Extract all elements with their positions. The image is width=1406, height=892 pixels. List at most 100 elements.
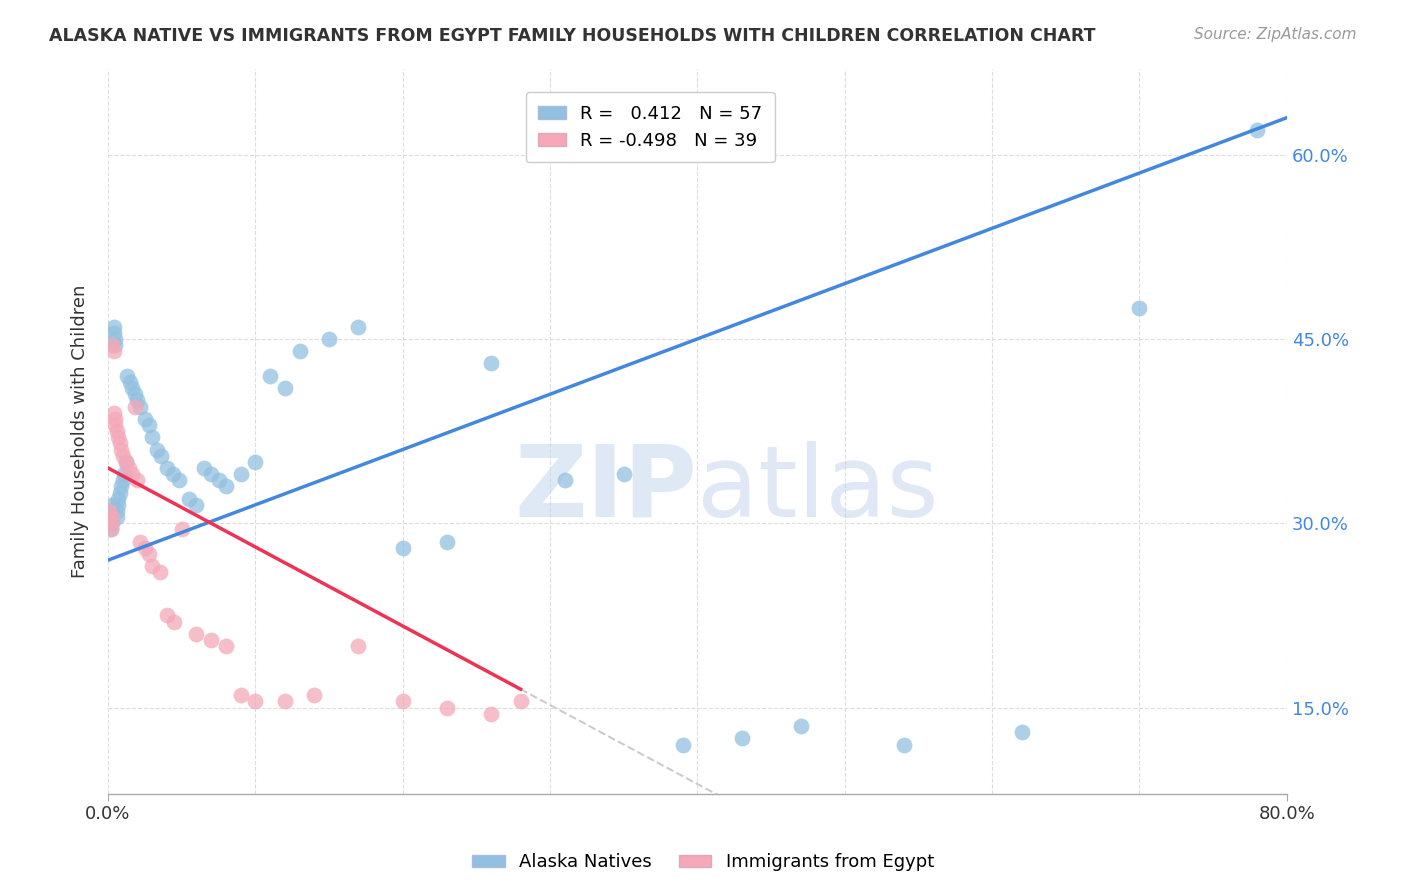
Point [893,738,915,752]
Point [1128,301,1150,316]
Point [479,706,502,721]
Point [127,473,149,487]
Point [200,633,222,648]
Point [789,719,811,733]
Point [111,473,134,487]
Point [215,479,238,493]
Point [108,485,131,500]
Point [200,467,222,482]
Point [107,430,129,444]
Point [100,523,122,537]
Point [104,338,127,352]
Point [105,510,128,524]
Point [193,461,215,475]
Point [148,566,170,580]
Y-axis label: Family Households with Children: Family Households with Children [72,285,89,578]
Point [156,461,179,475]
Point [101,338,124,352]
Point [134,541,156,555]
Point [347,639,370,653]
Point [436,700,458,714]
Point [613,467,636,482]
Point [138,417,160,432]
Point [479,357,502,371]
Point [107,491,129,506]
Point [124,400,146,414]
Legend: Alaska Natives, Immigrants from Egypt: Alaska Natives, Immigrants from Egypt [465,847,941,879]
Point [156,608,179,623]
Point [104,417,127,432]
Point [98,510,121,524]
Point [347,319,370,334]
Point [1011,725,1033,739]
Point [145,442,167,457]
Point [107,498,129,512]
Point [101,516,124,531]
Point [105,504,128,518]
Point [207,473,229,487]
Point [111,449,134,463]
Point [100,523,122,537]
Text: ALASKA NATIVE VS IMMIGRANTS FROM EGYPT FAMILY HOUSEHOLDS WITH CHILDREN CORRELATI: ALASKA NATIVE VS IMMIGRANTS FROM EGYPT F… [49,27,1095,45]
Point [104,332,127,346]
Point [274,381,297,395]
Text: atlas: atlas [697,441,939,538]
Point [114,455,136,469]
Point [554,473,576,487]
Point [101,498,124,512]
Point [138,547,160,561]
Point [229,689,252,703]
Point [110,442,132,457]
Point [186,627,208,641]
Point [170,523,193,537]
Point [141,559,163,574]
Point [167,473,190,487]
Point [121,467,143,482]
Point [101,510,124,524]
Point [672,738,695,752]
Point [115,368,138,383]
Point [103,344,125,359]
Point [391,694,413,708]
Point [259,368,281,383]
Point [304,689,326,703]
Point [318,332,340,346]
Point [100,516,122,531]
Point [215,639,238,653]
Point [509,694,531,708]
Point [162,467,184,482]
Point [103,326,125,340]
Point [103,406,125,420]
Point [229,467,252,482]
Point [104,412,127,426]
Point [274,694,297,708]
Point [105,424,128,438]
Point [117,461,139,475]
Point [288,344,311,359]
Point [730,731,752,746]
Point [108,436,131,450]
Point [112,467,135,482]
Point [129,400,152,414]
Point [100,504,122,518]
Point [1246,123,1268,137]
Point [436,534,458,549]
Point [163,615,186,629]
Point [127,393,149,408]
Point [391,541,413,555]
Point [124,387,146,401]
Legend: R =   0.412   N = 57, R = -0.498   N = 39: R = 0.412 N = 57, R = -0.498 N = 39 [526,92,775,162]
Point [186,498,208,512]
Point [141,430,163,444]
Point [114,455,136,469]
Point [150,449,173,463]
Point [103,319,125,334]
Point [245,694,267,708]
Point [110,479,132,493]
Point [120,375,142,389]
Point [177,491,200,506]
Point [121,381,143,395]
Text: Source: ZipAtlas.com: Source: ZipAtlas.com [1194,27,1357,42]
Point [245,455,267,469]
Point [129,534,152,549]
